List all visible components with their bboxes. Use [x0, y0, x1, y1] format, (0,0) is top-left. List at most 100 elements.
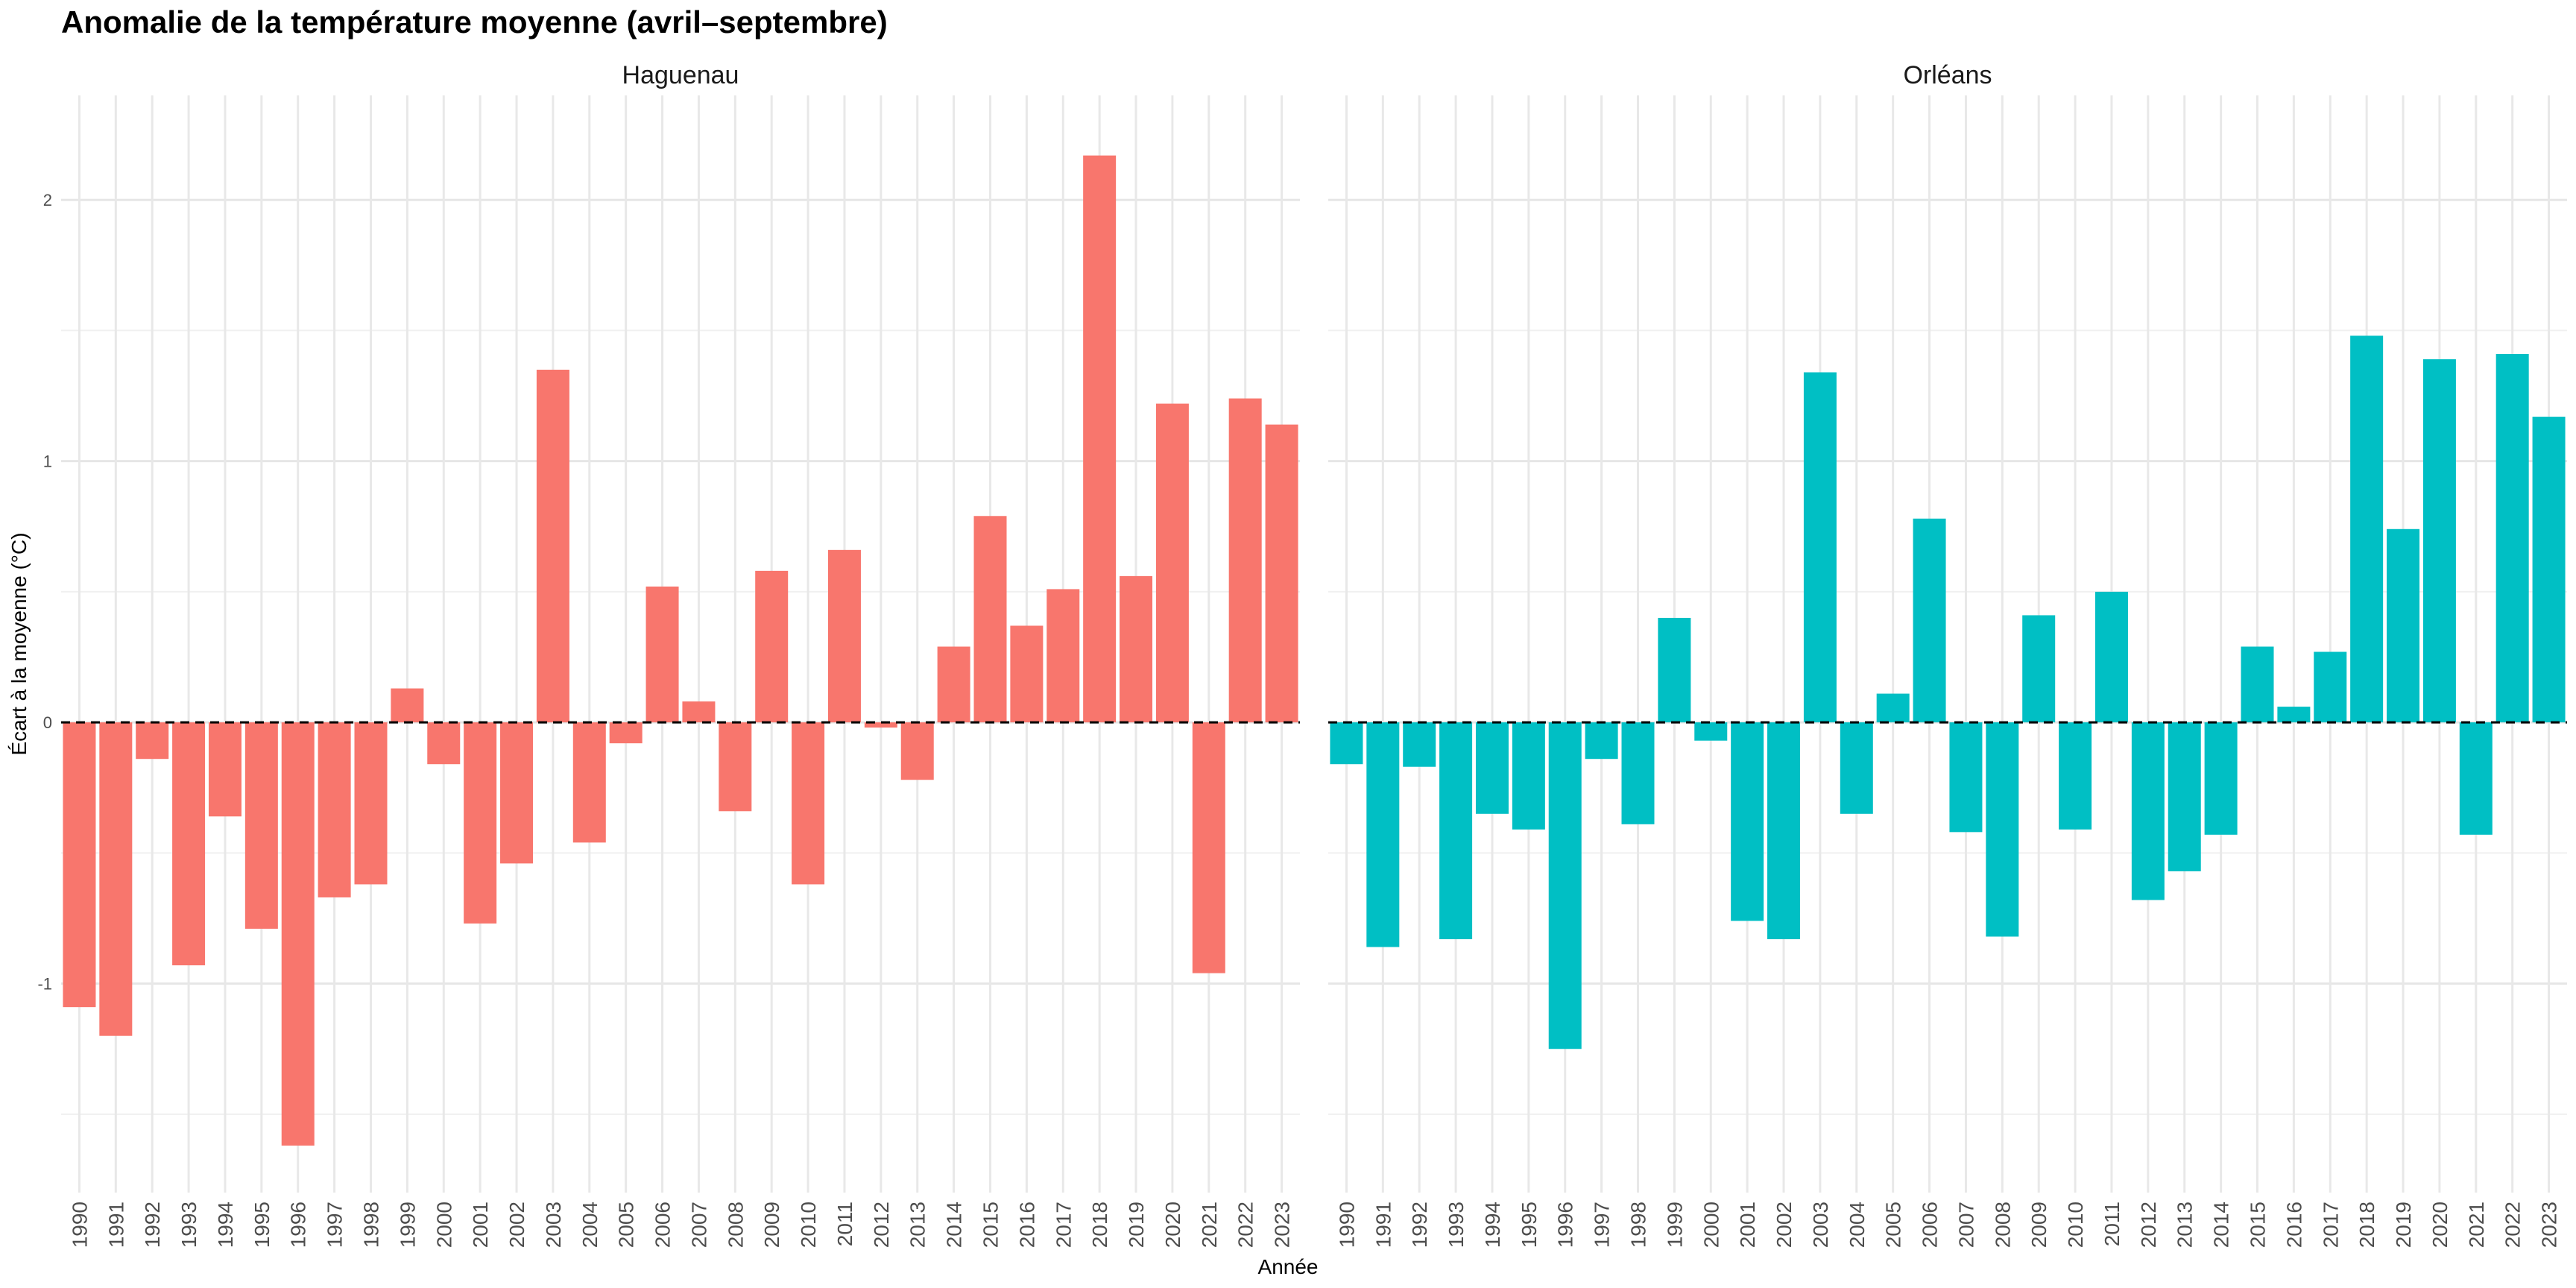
x-tick-label: 2019: [1125, 1202, 1148, 1248]
bar-2017: [1046, 589, 1080, 723]
x-tick-label: 2014: [943, 1202, 966, 1248]
x-tick-label: 1996: [287, 1202, 310, 1248]
bar-2020: [2422, 359, 2456, 723]
bar-1992: [1403, 722, 1436, 767]
y-tick-label: 0: [43, 713, 52, 732]
x-tick-label: 2004: [1846, 1202, 1869, 1248]
bar-2005: [1876, 693, 1910, 723]
x-tick-label: 1997: [323, 1202, 347, 1248]
x-tick-label: 2000: [432, 1202, 455, 1248]
x-tick-label: 2020: [2428, 1202, 2452, 1248]
x-tick-label: 2013: [906, 1202, 929, 1248]
bar-2010: [2059, 722, 2092, 830]
x-tick-label: 2018: [2355, 1202, 2378, 1248]
x-tick-label: 2020: [1161, 1202, 1184, 1248]
x-tick-label: 1990: [68, 1202, 91, 1248]
bar-2003: [1803, 372, 1837, 723]
x-tick-label: 1996: [1554, 1202, 1577, 1248]
x-tick-label: 1994: [214, 1202, 237, 1248]
x-tick-label: 2011: [833, 1202, 856, 1246]
bar-1999: [391, 688, 424, 723]
bar-1996: [1548, 722, 1582, 1049]
x-tick-label: 2002: [1772, 1202, 1796, 1248]
panel-orléans: Orléans 1990 1991 1992 1993 1994 1995 1996 1997 1…: [1328, 61, 2567, 1248]
facet-label: Orléans: [1903, 61, 1992, 89]
bar-2015: [2241, 646, 2274, 723]
x-tick-label: 1999: [396, 1202, 419, 1248]
bar-1995: [244, 722, 278, 929]
bar-2007: [682, 701, 716, 723]
bar-2022: [1228, 398, 1262, 723]
x-tick-label: 2019: [2392, 1202, 2415, 1248]
y-tick-label: 2: [43, 191, 52, 209]
bar-2021: [2459, 722, 2493, 835]
bar-2007: [1949, 722, 1983, 833]
x-tick-label: 1992: [141, 1202, 164, 1248]
bar-2017: [2314, 651, 2347, 723]
bar-1998: [354, 722, 388, 885]
x-tick-label: 2023: [2538, 1202, 2561, 1248]
bar-2002: [500, 722, 534, 864]
x-tick-label: 1998: [1627, 1202, 1650, 1248]
bar-2013: [2168, 722, 2201, 871]
x-tick-label: 2007: [687, 1202, 710, 1248]
x-tick-label: 2018: [1088, 1202, 1111, 1248]
bar-1991: [99, 722, 133, 1036]
bar-2004: [1840, 722, 1873, 814]
x-tick-label: 2022: [1234, 1202, 1257, 1248]
x-tick-label: 2021: [1198, 1202, 1221, 1248]
x-tick-label: 1998: [360, 1202, 383, 1248]
x-tick-label: 2017: [1052, 1202, 1075, 1248]
bar-2008: [1986, 722, 2019, 937]
bar-2016: [1010, 625, 1044, 723]
x-tick-label: 1994: [1481, 1202, 1504, 1248]
bar-1994: [1475, 722, 1509, 814]
x-tick-label: 2005: [615, 1202, 638, 1248]
bar-1998: [1621, 722, 1655, 824]
x-tick-label: 2003: [542, 1202, 565, 1248]
bar-2000: [1694, 722, 1728, 741]
bar-2000: [427, 722, 461, 765]
bar-2021: [1192, 722, 1225, 973]
x-tick-label: 1990: [1335, 1202, 1358, 1248]
x-tick-label: 2003: [1809, 1202, 1832, 1248]
y-tick-label: -1: [37, 975, 52, 994]
x-tick-label: 2010: [797, 1202, 820, 1248]
x-axis-label: Année: [1257, 1255, 1319, 1278]
bar-1990: [1330, 722, 1363, 765]
bar-2018: [1083, 155, 1117, 723]
x-tick-label: 1995: [1518, 1202, 1541, 1248]
bar-2011: [2094, 591, 2128, 723]
bar-2012: [2131, 722, 2165, 900]
x-tick-label: 2016: [1015, 1202, 1038, 1248]
bar-1993: [1439, 722, 1473, 940]
x-tick-label: 2002: [505, 1202, 528, 1248]
panel-haguenau: Haguenau 1990 1991 1992 1993 1994 1995 1996 1997…: [61, 61, 1300, 1248]
chart-title: Anomalie de la température moyenne (avri…: [61, 4, 888, 40]
x-tick-label: 1992: [1408, 1202, 1431, 1248]
x-tick-label: 2008: [1991, 1202, 2014, 1248]
x-tick-label: 2009: [2027, 1202, 2051, 1248]
x-tick-label: 2001: [469, 1202, 492, 1248]
x-tick-label: 2015: [979, 1202, 1003, 1248]
bar-2001: [1731, 722, 1764, 921]
bar-2018: [2350, 335, 2384, 723]
x-tick-label: 2001: [1736, 1202, 1759, 1248]
x-tick-label: 1991: [1371, 1202, 1395, 1248]
x-tick-label: 2004: [578, 1202, 602, 1248]
x-tick-label: 1993: [1445, 1202, 1468, 1248]
x-tick-label: 2000: [1699, 1202, 1723, 1248]
x-tick-label: 1995: [250, 1202, 274, 1248]
x-tick-label: 2017: [2319, 1202, 2342, 1248]
x-tick-label: 2022: [2501, 1202, 2525, 1248]
x-tick-label: 2006: [651, 1202, 675, 1248]
bar-2010: [792, 722, 825, 885]
bar-2009: [2022, 615, 2056, 723]
x-tick-label: 2010: [2064, 1202, 2087, 1248]
x-tick-label: 2007: [1954, 1202, 1977, 1248]
bar-2019: [1120, 575, 1153, 723]
x-tick-label: 2012: [2137, 1202, 2160, 1248]
x-tick-label: 2005: [1882, 1202, 1905, 1248]
x-tick-label: 2008: [724, 1202, 747, 1248]
